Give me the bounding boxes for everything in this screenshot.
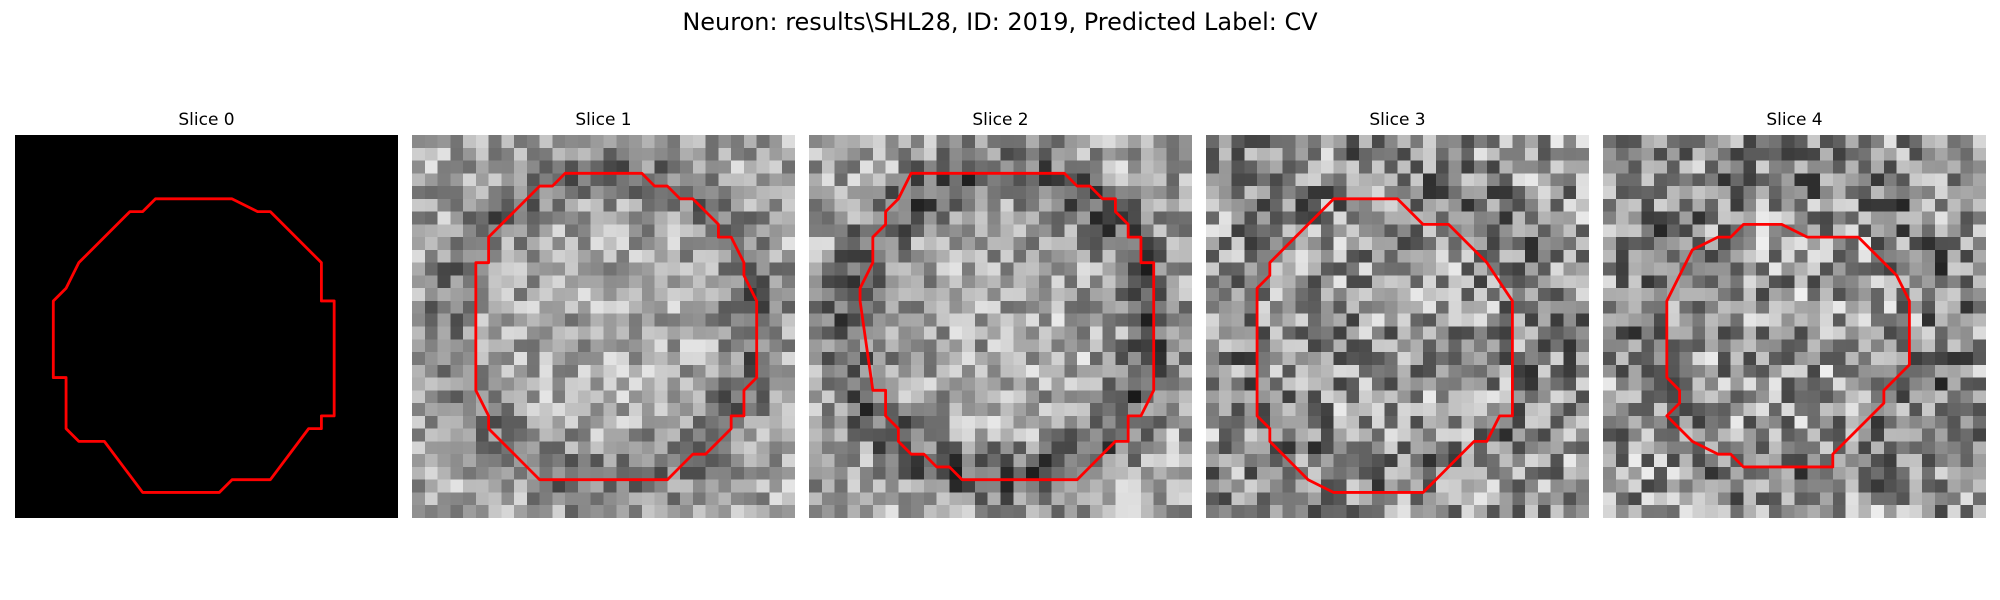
pixel-grid — [809, 135, 1192, 518]
slice-panel-2: Slice 2 — [809, 108, 1192, 518]
slice-background — [15, 135, 398, 518]
slice-image-1 — [412, 135, 795, 518]
slice-panel-1: Slice 1 — [412, 108, 795, 518]
slice-image-4 — [1603, 135, 1986, 518]
contour-outline — [1665, 222, 1911, 469]
pixel-grid — [1603, 135, 1986, 518]
slice-image-3 — [1206, 135, 1589, 518]
slice-title: Slice 1 — [575, 110, 632, 130]
pixel-grid — [1206, 135, 1589, 518]
contour-outline — [474, 171, 759, 482]
slice-title: Slice 3 — [1369, 110, 1426, 130]
slice-title: Slice 4 — [1766, 110, 1823, 130]
figure-title: Neuron: results\SHL28, ID: 2019, Predict… — [682, 8, 1318, 36]
contour-outline — [1255, 197, 1514, 494]
pixel-grid — [412, 135, 795, 518]
slice-image-0 — [15, 135, 398, 518]
slice-panel-3: Slice 3 — [1206, 108, 1589, 518]
slice-panel-4: Slice 4 — [1603, 108, 1986, 518]
slice-title: Slice 0 — [178, 110, 235, 130]
contour-outline — [858, 171, 1156, 482]
contour-outline — [51, 197, 336, 494]
slice-title: Slice 2 — [972, 110, 1029, 130]
slice-image-2 — [809, 135, 1192, 518]
slice-panel-0: Slice 0 — [15, 108, 398, 518]
